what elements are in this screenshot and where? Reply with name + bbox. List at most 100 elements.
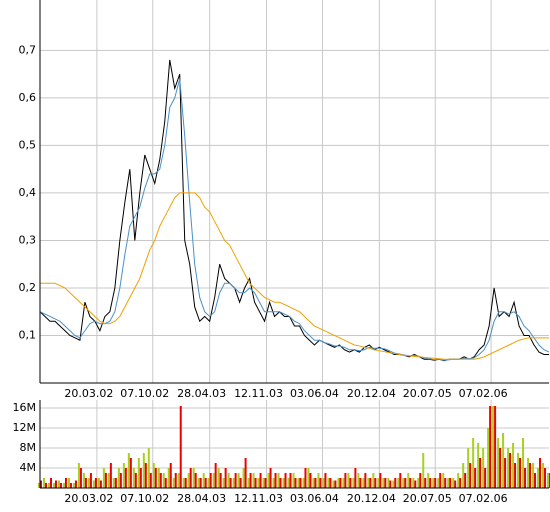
x-tick-label: 20.12.04 xyxy=(347,387,396,400)
y-tick-label: 4M xyxy=(20,461,37,474)
volume-bar xyxy=(132,468,135,488)
volume-bar xyxy=(52,483,55,488)
volume-bar xyxy=(249,473,252,488)
volume-bar xyxy=(94,478,97,488)
x-tick-label: 28.04.03 xyxy=(177,492,226,505)
volume-bar xyxy=(332,480,335,488)
volume-bar xyxy=(339,478,342,488)
volume-bar xyxy=(512,443,515,488)
volume-bar xyxy=(397,478,400,488)
volume-bar xyxy=(279,478,282,488)
volume-bar xyxy=(457,473,460,488)
volume-bar xyxy=(89,473,92,488)
x-tick-label: 03.06.04 xyxy=(290,387,339,400)
volume-bar xyxy=(347,473,350,488)
volume-bar xyxy=(529,463,532,488)
volume-bar xyxy=(177,473,180,488)
volume-bar xyxy=(57,480,60,488)
volume-bar xyxy=(112,478,115,488)
volume-bar xyxy=(299,478,302,488)
volume-bar xyxy=(77,463,80,488)
volume-bar xyxy=(62,483,65,488)
volume-bar xyxy=(357,473,360,488)
volume-bar xyxy=(264,478,267,488)
volume-bar xyxy=(317,473,320,488)
volume-bar xyxy=(524,468,527,488)
volume-bar xyxy=(134,473,137,488)
volume-bar xyxy=(417,478,420,488)
volume-bar xyxy=(367,478,370,488)
x-tick-label: 20.03.02 xyxy=(64,492,113,505)
volume-bar xyxy=(502,433,505,488)
volume-bar xyxy=(432,478,435,488)
volume-bar xyxy=(527,458,530,488)
volume-bar xyxy=(412,478,415,488)
volume-bar xyxy=(232,478,235,488)
volume-bar xyxy=(219,473,222,488)
volume-bar xyxy=(42,478,45,488)
volume-bar xyxy=(319,478,322,488)
volume-bar xyxy=(547,473,549,488)
volume-bar xyxy=(187,473,190,488)
volume-bar xyxy=(472,438,475,488)
x-tick-label: 20.07.05 xyxy=(403,492,452,505)
volume-bar xyxy=(424,478,427,488)
volume-bar xyxy=(164,478,167,488)
volume-bar xyxy=(109,463,112,488)
volume-bar xyxy=(159,473,162,488)
volume-bar xyxy=(97,478,100,488)
volume-bar xyxy=(237,473,240,488)
volume-bar xyxy=(379,473,382,488)
volume-bar xyxy=(469,463,472,488)
volume-bar xyxy=(384,478,387,488)
volume-bar xyxy=(257,478,260,488)
volume-bar xyxy=(337,478,340,488)
volume-bar xyxy=(407,473,410,488)
volume-bar xyxy=(184,478,187,488)
y-tick-label: 0,5 xyxy=(19,138,37,151)
x-tick-label: 03.06.04 xyxy=(290,492,339,505)
y-tick-label: 12M xyxy=(13,421,37,434)
x-tick-label: 20.07.05 xyxy=(403,387,452,400)
volume-bar xyxy=(49,478,52,488)
volume-bar xyxy=(197,478,200,488)
volume-bar xyxy=(449,478,452,488)
volume-bar xyxy=(107,473,110,488)
volume-bar xyxy=(439,473,442,488)
volume-bar xyxy=(192,468,195,488)
volume-bar xyxy=(534,473,537,488)
volume-bar xyxy=(477,443,480,488)
volume-bar xyxy=(229,478,232,488)
x-tick-label: 20.03.02 xyxy=(64,387,113,400)
volume-bar xyxy=(217,468,220,488)
volume-bar xyxy=(124,468,127,488)
volume-bar xyxy=(289,473,292,488)
volume-bar xyxy=(72,483,75,488)
x-tick-label: 12.11.03 xyxy=(234,387,283,400)
volume-bar xyxy=(117,468,120,488)
x-tick-label: 28.04.03 xyxy=(177,387,226,400)
volume-bar xyxy=(474,468,477,488)
volume-bar xyxy=(482,448,485,488)
volume-bar xyxy=(427,473,430,488)
volume-bar xyxy=(372,473,375,488)
volume-bar xyxy=(167,468,170,488)
volume-bar xyxy=(504,458,507,488)
volume-bar xyxy=(259,473,262,488)
volume-bar xyxy=(459,478,462,488)
volume-bar xyxy=(462,463,465,488)
volume-bar xyxy=(487,428,490,488)
volume-bar xyxy=(274,473,277,488)
volume-bar xyxy=(239,478,242,488)
x-tick-label: 07.02.06 xyxy=(459,387,508,400)
volume-bar xyxy=(399,473,402,488)
volume-bar xyxy=(442,473,445,488)
volume-bar xyxy=(392,480,395,488)
volume-bar xyxy=(59,483,62,488)
volume-bar xyxy=(207,478,210,488)
volume-bar xyxy=(414,480,417,488)
volume-bar xyxy=(492,406,495,488)
volume-bar xyxy=(282,478,285,488)
